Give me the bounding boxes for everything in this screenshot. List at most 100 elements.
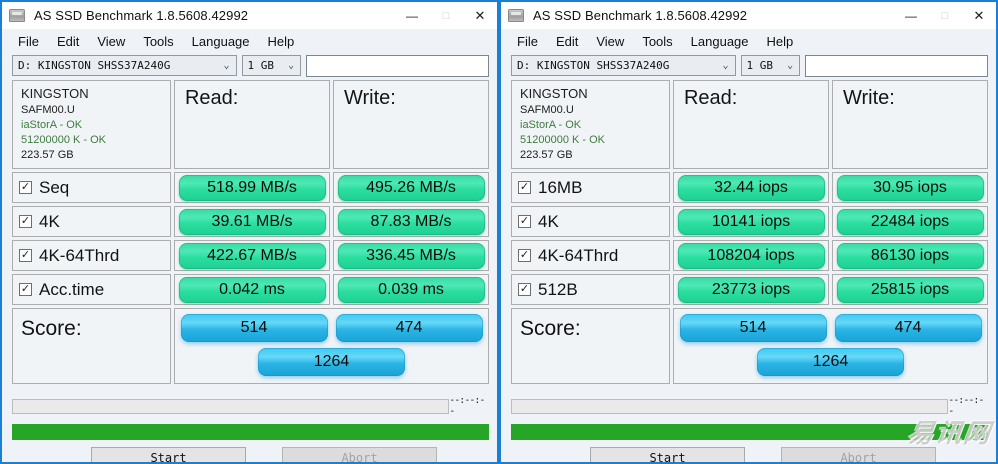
- menu-tools[interactable]: Tools: [642, 33, 673, 49]
- minimize-button[interactable]: —: [905, 8, 917, 23]
- title-bar[interactable]: AS SSD Benchmark 1.8.5608.42992 — □ ✕: [2, 2, 497, 29]
- checkbox-4k[interactable]: [19, 215, 32, 228]
- progress-bar: [12, 398, 450, 414]
- menu-language[interactable]: Language: [191, 33, 250, 49]
- result-pill: 0.042 ms: [178, 276, 326, 303]
- drive-model: KINGSTON: [21, 86, 89, 101]
- checkbox-4k64thrd[interactable]: [518, 249, 531, 262]
- drive-select-value: D: KINGSTON SHSS37A240G: [517, 59, 670, 72]
- 4k64-write-cell: 86130 iops: [832, 240, 989, 271]
- 4k64-read-cell: 422.67 MB/s: [174, 240, 331, 271]
- result-pill: 422.67 MB/s: [178, 242, 326, 269]
- menu-language[interactable]: Language: [690, 33, 749, 49]
- menu-bar: File Edit View Tools Language Help: [501, 29, 996, 53]
- row-label-4k: 4K: [12, 206, 172, 237]
- eta-text: --:--:--: [449, 395, 485, 417]
- score-values-cell: 514 474 1264: [174, 308, 489, 384]
- 4k-read-cell: 10141 iops: [673, 206, 830, 237]
- comment-input[interactable]: [805, 54, 988, 77]
- result-pill: 336.45 MB/s: [337, 242, 485, 269]
- 4k-read-cell: 39.61 MB/s: [174, 206, 331, 237]
- 16mb-read-cell: 32.44 iops: [673, 172, 830, 203]
- score-values-cell: 514 474 1264: [673, 308, 988, 384]
- menu-view[interactable]: View: [596, 33, 625, 49]
- drive-driver-status: iaStorA - OK: [21, 119, 83, 131]
- seq-read-cell: 518.99 MB/s: [174, 172, 331, 203]
- result-pill: 25815 iops: [836, 276, 984, 303]
- drive-alignment-status: 51200000 K - OK: [520, 134, 606, 146]
- score-label: Score:: [520, 317, 581, 340]
- menu-edit[interactable]: Edit: [56, 33, 80, 49]
- drive-select[interactable]: D: KINGSTON SHSS37A240G ⌄: [12, 55, 237, 76]
- score-write-pill: 474: [335, 314, 483, 342]
- result-pill: 518.99 MB/s: [178, 174, 326, 201]
- checkbox-seq[interactable]: [19, 181, 32, 194]
- checkbox-4k[interactable]: [518, 215, 531, 228]
- row-label-4k64thrd: 4K-64Thrd: [511, 240, 671, 271]
- write-column-header: Write:: [332, 80, 489, 169]
- checkbox-512b[interactable]: [518, 283, 531, 296]
- close-button[interactable]: ✕: [973, 7, 985, 23]
- row-label-512b: 512B: [511, 274, 671, 305]
- button-row: Start Abort: [2, 447, 497, 462]
- title-bar[interactable]: AS SSD Benchmark 1.8.5608.42992 — □ ✕: [501, 2, 996, 29]
- minimize-button[interactable]: —: [406, 8, 418, 23]
- row-label-4k64thrd: 4K-64Thrd: [12, 240, 172, 271]
- row-label-seq: Seq: [12, 172, 172, 203]
- 4k64-read-cell: 108204 iops: [673, 240, 830, 271]
- window-title: AS SSD Benchmark 1.8.5608.42992: [533, 8, 748, 23]
- checkbox-acctime[interactable]: [19, 283, 32, 296]
- comment-input[interactable]: [306, 54, 489, 77]
- menu-view[interactable]: View: [97, 33, 126, 49]
- window-mbps: AS SSD Benchmark 1.8.5608.42992 — □ ✕ Fi…: [0, 0, 499, 464]
- menu-help[interactable]: Help: [766, 33, 794, 49]
- menu-file[interactable]: File: [18, 33, 39, 49]
- abort-button: Abort: [781, 447, 936, 462]
- score-total-pill: 1264: [258, 348, 405, 376]
- score-total-pill: 1264: [757, 348, 904, 376]
- test-size-select[interactable]: 1 GB ⌄: [241, 55, 302, 76]
- chevron-down-icon: ⌄: [288, 60, 295, 71]
- eta-text: --:--:--: [948, 395, 984, 417]
- checkbox-4k64thrd[interactable]: [19, 249, 32, 262]
- score-read-pill: 514: [180, 314, 328, 342]
- result-pill: 495.26 MB/s: [337, 174, 485, 201]
- app-icon: [508, 9, 524, 22]
- score-read-pill: 514: [679, 314, 827, 342]
- menu-file[interactable]: File: [517, 33, 538, 49]
- read-column-header: Read:: [672, 80, 829, 169]
- test-size-value: 1 GB: [247, 59, 275, 72]
- chevron-down-icon: ⌄: [722, 60, 729, 71]
- score-label-cell: Score:: [12, 308, 171, 384]
- row-label-4k: 4K: [511, 206, 671, 237]
- read-column-header: Read:: [173, 80, 330, 169]
- menu-bar: File Edit View Tools Language Help: [2, 29, 497, 53]
- maximize-button: □: [941, 9, 949, 22]
- close-button[interactable]: ✕: [474, 7, 486, 23]
- status-bar-green: [511, 424, 988, 440]
- toolbar: D: KINGSTON SHSS37A240G ⌄ 1 GB ⌄: [501, 53, 996, 78]
- start-button[interactable]: Start: [590, 447, 745, 462]
- status-bar-green: [12, 424, 489, 440]
- progress-row: --:--:--: [511, 395, 988, 417]
- result-pill: 22484 iops: [836, 208, 984, 235]
- 4k-write-cell: 22484 iops: [832, 206, 989, 237]
- start-button[interactable]: Start: [91, 447, 246, 462]
- menu-help[interactable]: Help: [267, 33, 295, 49]
- result-pill: 39.61 MB/s: [178, 208, 326, 235]
- checkbox-16mb[interactable]: [518, 181, 531, 194]
- drive-firmware: SAFM00.U: [520, 104, 574, 116]
- drive-capacity: 223.57 GB: [520, 149, 573, 161]
- score-label-cell: Score:: [511, 308, 670, 384]
- 16mb-write-cell: 30.95 iops: [832, 172, 989, 203]
- abort-button: Abort: [282, 447, 437, 462]
- drive-select-value: D: KINGSTON SHSS37A240G: [18, 59, 171, 72]
- 512b-write-cell: 25815 iops: [832, 274, 989, 305]
- result-pill: 87.83 MB/s: [337, 208, 485, 235]
- test-size-select[interactable]: 1 GB ⌄: [740, 55, 801, 76]
- result-pill: 108204 iops: [677, 242, 825, 269]
- menu-tools[interactable]: Tools: [143, 33, 174, 49]
- drive-select[interactable]: D: KINGSTON SHSS37A240G ⌄: [511, 55, 736, 76]
- menu-edit[interactable]: Edit: [555, 33, 579, 49]
